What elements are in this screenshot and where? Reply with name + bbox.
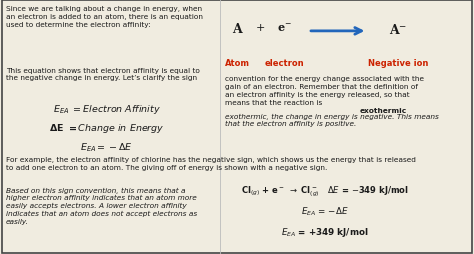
Text: electron: electron [264, 58, 304, 67]
Text: Since we are talking about a change in energy, when
an electron is added to an a: Since we are talking about a change in e… [6, 6, 203, 28]
Text: For example, the electron affinity of chlorine has the negative sign, which show: For example, the electron affinity of ch… [6, 156, 416, 170]
Text: $E_{EA} = -\Delta E$: $E_{EA} = -\Delta E$ [80, 141, 133, 153]
Text: convention for the energy change associated with the
gain of an electron. Rememb: convention for the energy change associa… [225, 76, 424, 105]
Text: e$^{-}$: e$^{-}$ [277, 23, 292, 34]
Text: Atom: Atom [225, 58, 249, 67]
Text: A: A [232, 23, 242, 36]
Text: exothermic, the change in energy is negative. This means
that the electron affin: exothermic, the change in energy is nega… [225, 113, 439, 127]
Text: Based on this sign convention, this means that a
higher electron affinity indica: Based on this sign convention, this mean… [6, 187, 197, 224]
Text: +: + [256, 23, 265, 33]
Text: This equation shows that electron affinity is equal to
the negative change in en: This equation shows that electron affini… [6, 67, 200, 81]
Text: $E_{EA}$ $= \it{Electron\ Affinity}$: $E_{EA}$ $= \it{Electron\ Affinity}$ [53, 103, 161, 116]
Text: A$^{-}$: A$^{-}$ [389, 23, 407, 37]
Text: $E_{EA}$ = $-\Delta E$: $E_{EA}$ = $-\Delta E$ [301, 204, 348, 217]
Text: Negative ion: Negative ion [368, 58, 428, 67]
Text: $\mathbf{\Delta E}$ $\mathbf{= \it{Change\ in\ Energy}}$: $\mathbf{\Delta E}$ $\mathbf{= \it{Chang… [49, 122, 164, 135]
Text: exothermic: exothermic [359, 107, 406, 113]
Text: Cl$_{(g)}$ + e$^-$ $\rightarrow$ Cl$^-_{(g)}$   $\Delta E$ = $-$349 kJ/mol: Cl$_{(g)}$ + e$^-$ $\rightarrow$ Cl$^-_{… [241, 184, 409, 198]
Text: $E_{EA}$ = +349 kJ/mol: $E_{EA}$ = +349 kJ/mol [281, 225, 368, 238]
